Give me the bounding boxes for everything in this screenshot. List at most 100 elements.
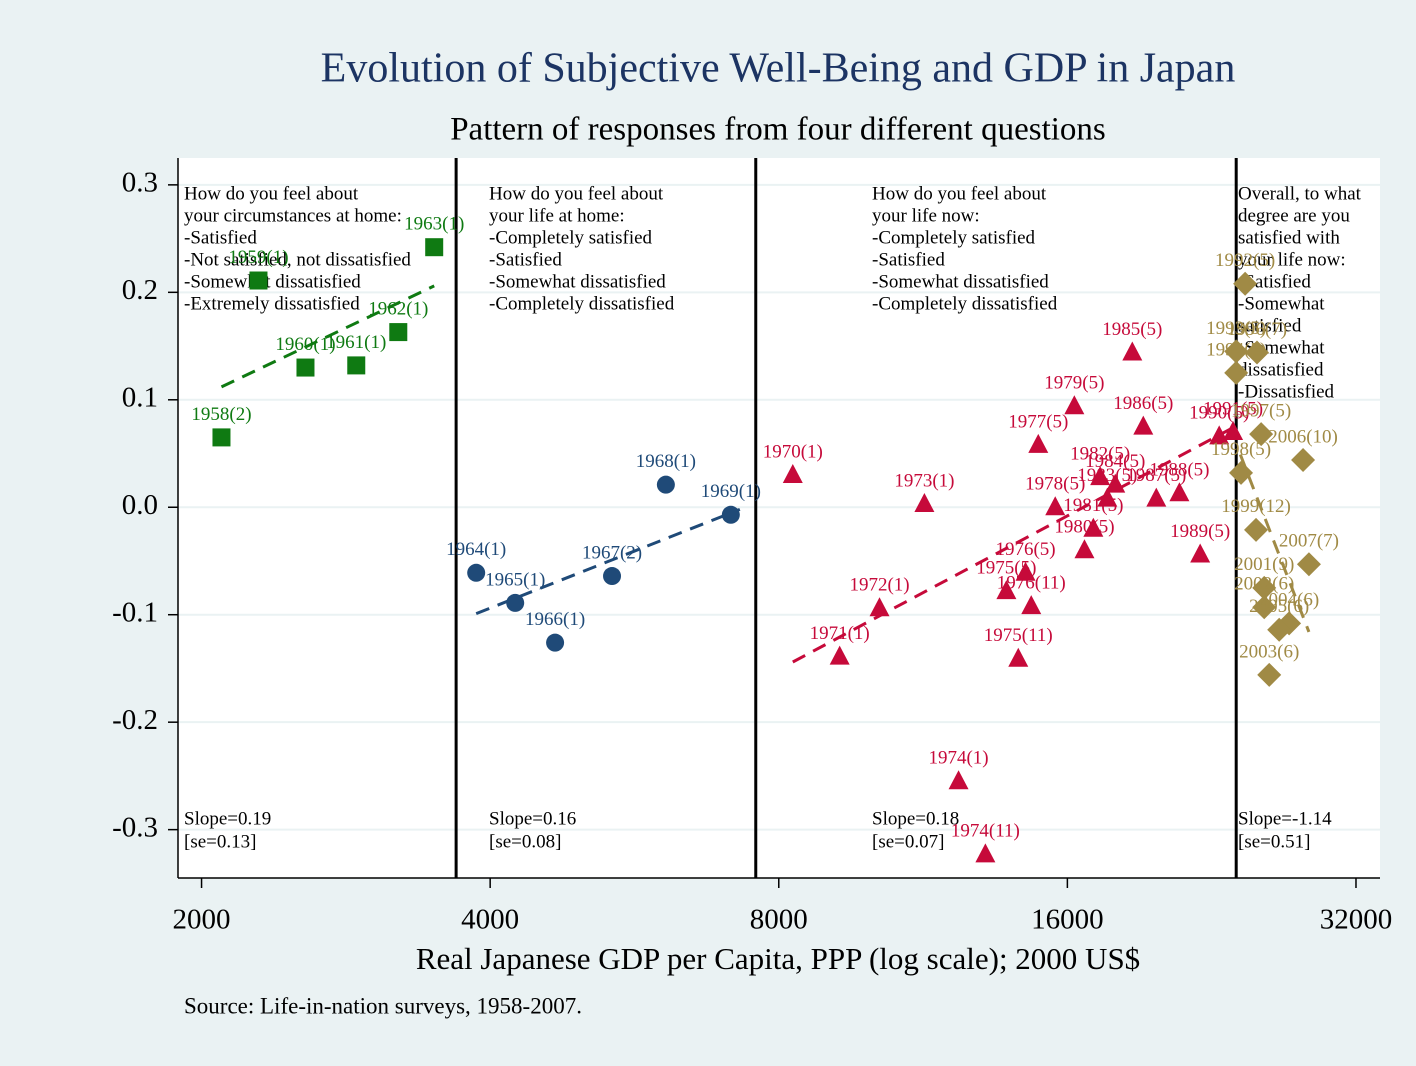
data-point <box>1083 517 1104 537</box>
y-tick-label: 0.1 <box>122 381 158 413</box>
data-point <box>975 843 996 863</box>
point-label: 1975(11) <box>984 625 1053 646</box>
point-label: 1974(11) <box>951 821 1020 842</box>
fit-line <box>1238 454 1311 633</box>
data-point <box>1257 662 1282 687</box>
panel-question: How do you feel about <box>872 183 1047 204</box>
point-label: 1970(1) <box>763 441 823 462</box>
data-point <box>996 580 1017 600</box>
data-point <box>425 238 444 257</box>
point-label: 1974(1) <box>928 748 988 769</box>
data-point <box>389 323 408 342</box>
data-point <box>347 356 366 375</box>
data-point <box>546 633 565 652</box>
data-point <box>948 770 969 790</box>
data-point <box>1015 561 1036 581</box>
panel-question: -Completely satisfied <box>872 227 1036 248</box>
point-label: 1990(5) <box>1189 403 1249 424</box>
data-point <box>1245 340 1270 365</box>
panel-question: -Somewhat dissatisfied <box>872 271 1049 292</box>
panel-question: -Somewhat dissatisfied <box>489 271 666 292</box>
y-tick-label: -0.1 <box>112 596 158 628</box>
point-label: 1991(5) <box>1203 398 1263 419</box>
slope-text: Slope=0.18 <box>872 808 959 829</box>
se-text: [se=0.13] <box>184 831 256 852</box>
point-label: 1967(2) <box>582 542 642 563</box>
data-point <box>1021 595 1042 615</box>
data-point <box>1090 466 1111 486</box>
point-label: 1971(1) <box>810 623 870 644</box>
se-text: [se=0.08] <box>489 831 561 852</box>
point-label: 1980(5) <box>1054 517 1114 538</box>
point-label: 1976(11) <box>997 572 1066 593</box>
x-tick-label: 2000 <box>173 904 231 936</box>
point-label: 1997(5) <box>1231 401 1291 422</box>
point-label: 1964(1) <box>446 539 506 560</box>
point-label: 2007(7) <box>1279 531 1339 552</box>
point-label: 1998(5) <box>1211 439 1271 460</box>
panel-question: -Satisfied <box>872 249 945 270</box>
point-label: 1992(5) <box>1215 250 1275 271</box>
data-point <box>721 505 740 524</box>
point-label: 1960(1) <box>275 334 335 355</box>
data-point <box>1105 473 1126 493</box>
data-point <box>1252 595 1277 620</box>
data-point <box>656 475 675 494</box>
data-point <box>1224 360 1249 385</box>
y-tick-label: -0.2 <box>112 704 158 736</box>
data-point <box>869 597 890 617</box>
point-label: 2001(9) <box>1234 554 1294 575</box>
data-point <box>1233 271 1258 296</box>
panel-question: -Completely dissatisfied <box>489 293 675 314</box>
panel-question: -Not satisfied, not dissatisfied <box>184 249 411 270</box>
data-point <box>603 567 622 586</box>
data-point <box>1097 487 1118 507</box>
point-label: 1988(5) <box>1149 460 1209 481</box>
data-point <box>1229 460 1254 485</box>
panel-question: -Somewhat <box>1238 293 1325 314</box>
data-point <box>1074 539 1095 559</box>
panel-question: -Satisfied <box>489 249 562 270</box>
point-label: 1996(7) <box>1227 319 1287 340</box>
data-point <box>1244 517 1269 542</box>
point-label: 1979(5) <box>1044 373 1104 394</box>
panel-question: degree are you <box>1238 205 1350 226</box>
source-note: Source: Life-in-nation surveys, 1958-200… <box>184 993 582 1018</box>
data-point <box>782 464 803 484</box>
panel-question: satisfied <box>1238 315 1302 336</box>
y-tick-label: 0.3 <box>122 167 158 199</box>
data-point <box>467 563 486 582</box>
x-tick-label: 4000 <box>461 904 519 936</box>
panel-question: your circumstances at home: <box>184 205 402 226</box>
chart-subtitle: Pattern of responses from four different… <box>450 112 1106 148</box>
point-label: 1986(5) <box>1113 393 1173 414</box>
x-axis-label: Real Japanese GDP per Capita, PPP (log s… <box>416 941 1140 976</box>
fit-line <box>220 284 435 389</box>
slope-text: Slope=0.16 <box>489 808 576 829</box>
fit-line <box>792 425 1236 664</box>
point-label: 1969(1) <box>701 481 761 502</box>
slope-text: Slope=0.19 <box>184 808 271 829</box>
point-label: 1989(5) <box>1170 521 1230 542</box>
panel-question: -Satisfied <box>1238 271 1311 292</box>
panel-question: -Completely dissatisfied <box>872 293 1058 314</box>
data-point <box>1223 421 1244 441</box>
panel-question: -Dissatisfied <box>1238 381 1335 402</box>
point-label: 1976(5) <box>995 539 1055 560</box>
data-point <box>1133 415 1154 435</box>
point-label: 2006(10) <box>1268 426 1338 447</box>
data-point <box>1146 487 1167 507</box>
slope-text: Slope=-1.14 <box>1238 808 1332 829</box>
point-label: 1959(1) <box>228 247 288 268</box>
point-label: 1982(5) <box>1070 444 1130 465</box>
x-tick-label: 8000 <box>750 904 808 936</box>
panel-question: -Completely satisfied <box>489 227 653 248</box>
data-point <box>249 271 268 290</box>
x-tick-label: 32000 <box>1320 904 1393 936</box>
point-label: 1973(1) <box>894 470 954 491</box>
data-point <box>296 358 315 377</box>
panel-question: your life at home: <box>489 205 625 226</box>
point-label: 1978(5) <box>1025 474 1085 495</box>
point-label: 1966(1) <box>525 609 585 630</box>
